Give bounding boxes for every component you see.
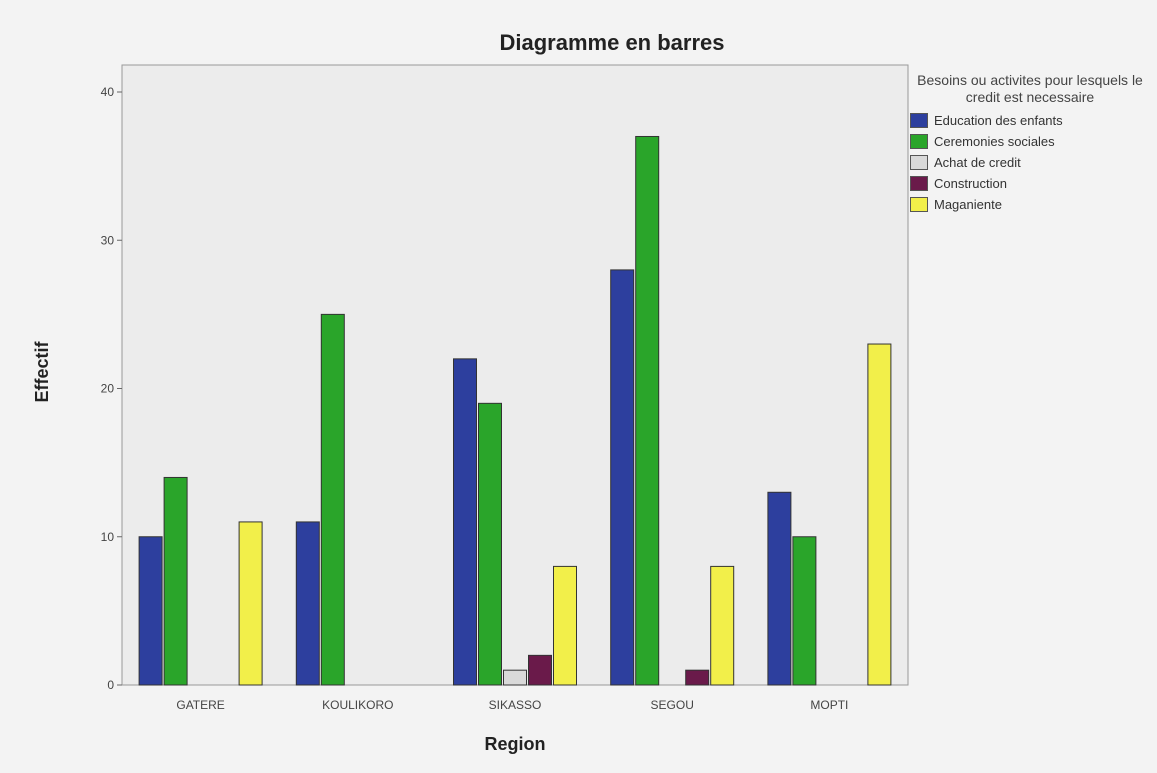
chart-title: Diagramme en barres <box>500 30 725 55</box>
legend-swatch <box>910 113 928 128</box>
bar <box>528 654 552 686</box>
y-tick-label: 30 <box>101 233 115 247</box>
bar <box>138 536 163 686</box>
legend-swatch <box>910 155 928 170</box>
bar <box>553 565 577 686</box>
bar <box>453 358 477 686</box>
bar <box>635 135 660 686</box>
legend-swatch <box>910 176 928 191</box>
x-tick-label: SEGOU <box>651 698 694 712</box>
legend-swatch <box>910 197 928 212</box>
legend-item: Achat de credit <box>910 152 1150 173</box>
x-axis: GATERE KOULIKORO SIKASSO SEGOU MOPTI <box>176 698 848 712</box>
y-tick-label: 10 <box>101 530 115 544</box>
legend-label: Maganiente <box>934 197 1002 212</box>
legend-title: Besoins ou activites pour lesquels le cr… <box>917 72 1143 105</box>
bar <box>792 536 817 686</box>
y-tick-label: 40 <box>101 85 115 99</box>
y-tick-label: 0 <box>107 678 114 692</box>
legend-item: Maganiente <box>910 194 1150 215</box>
legend-item: Education des enfants <box>910 110 1150 131</box>
legend-item: Construction <box>910 173 1150 194</box>
bar <box>767 491 792 686</box>
x-tick-label: KOULIKORO <box>322 698 393 712</box>
x-tick-label: MOPTI <box>810 698 848 712</box>
bar <box>685 669 710 686</box>
legend-items: Education des enfants Ceremonies sociales… <box>910 110 1150 215</box>
bar <box>503 669 527 686</box>
y-tick-label: 20 <box>101 382 115 396</box>
bars-group <box>138 135 892 686</box>
bar <box>163 476 188 686</box>
legend: Besoins ou activites pour lesquels le cr… <box>910 72 1150 215</box>
legend-label: Education des enfants <box>934 113 1063 128</box>
x-tick-label: GATERE <box>176 698 224 712</box>
legend-item: Ceremonies sociales <box>910 131 1150 152</box>
bar <box>238 521 263 686</box>
legend-label: Achat de credit <box>934 155 1021 170</box>
y-axis: 0 10 20 30 40 <box>101 85 122 692</box>
bar <box>320 313 345 686</box>
bar <box>478 402 502 686</box>
legend-label: Ceremonies sociales <box>934 134 1055 149</box>
bar <box>610 269 635 686</box>
y-axis-label: Effectif <box>32 340 52 402</box>
x-axis-label: Region <box>485 734 546 754</box>
bar <box>867 343 892 686</box>
bar <box>295 521 320 686</box>
legend-swatch <box>910 134 928 149</box>
bar <box>710 565 735 686</box>
legend-label: Construction <box>934 176 1007 191</box>
x-tick-label: SIKASSO <box>489 698 542 712</box>
